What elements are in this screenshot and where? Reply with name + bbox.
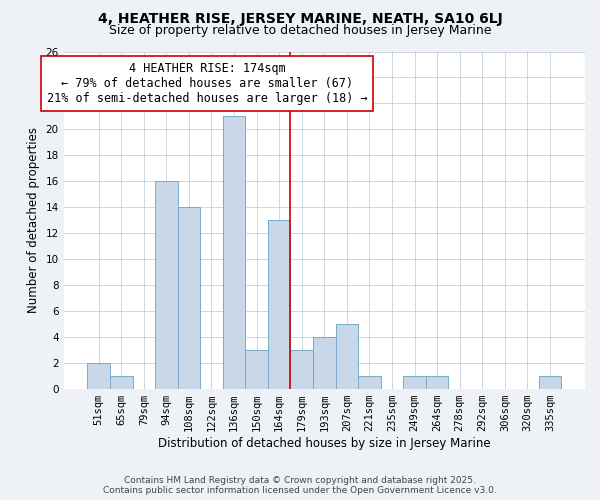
Bar [290,350,313,389]
Bar [426,376,448,389]
Text: Size of property relative to detached houses in Jersey Marine: Size of property relative to detached ho… [109,24,491,37]
Bar [403,376,426,389]
Bar [539,376,562,389]
X-axis label: Distribution of detached houses by size in Jersey Marine: Distribution of detached houses by size … [158,437,491,450]
Bar [110,376,133,389]
Bar [178,208,200,389]
Bar [358,376,381,389]
Bar [223,116,245,389]
Text: 4 HEATHER RISE: 174sqm
← 79% of detached houses are smaller (67)
21% of semi-det: 4 HEATHER RISE: 174sqm ← 79% of detached… [47,62,367,104]
Y-axis label: Number of detached properties: Number of detached properties [27,128,40,314]
Bar [335,324,358,389]
Bar [155,182,178,389]
Bar [245,350,268,389]
Text: 4, HEATHER RISE, JERSEY MARINE, NEATH, SA10 6LJ: 4, HEATHER RISE, JERSEY MARINE, NEATH, S… [98,12,502,26]
Bar [313,337,335,389]
Bar [88,363,110,389]
Text: Contains HM Land Registry data © Crown copyright and database right 2025.
Contai: Contains HM Land Registry data © Crown c… [103,476,497,495]
Bar [268,220,290,389]
